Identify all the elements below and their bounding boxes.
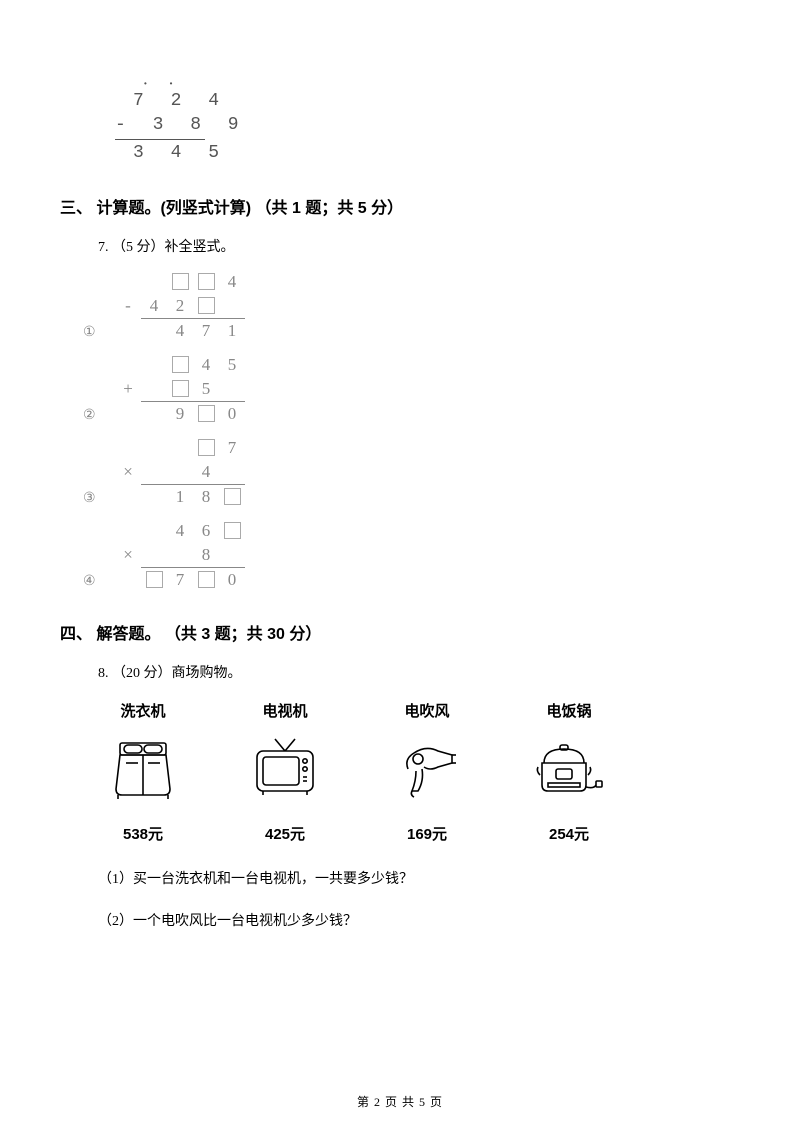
borrow-dots: • • bbox=[115, 80, 740, 90]
calc-demo: • • 7 2 4 - 3 8 9 3 4 5 bbox=[115, 80, 740, 166]
question-8-1: （1）买一台洗衣机和一台电视机，一共要多少钱？ bbox=[98, 868, 740, 888]
product-price: 169元 bbox=[382, 823, 472, 844]
calc-result: 3 4 5 bbox=[115, 142, 740, 165]
question-7: 7. （5 分）补全竖式。 bbox=[98, 236, 740, 256]
product-name: 电吹风 bbox=[382, 700, 472, 721]
problem-index: ③ bbox=[83, 490, 96, 507]
vertical-problem: ①4-42471 bbox=[115, 270, 740, 343]
washer-icon bbox=[98, 733, 188, 803]
product-price: 254元 bbox=[524, 823, 614, 844]
problem-index: ④ bbox=[83, 573, 96, 590]
question-8: 8. （20 分）商场购物。 bbox=[98, 662, 740, 682]
product-name: 洗衣机 bbox=[98, 700, 188, 721]
calc-rule bbox=[115, 139, 205, 140]
problem-index: ① bbox=[83, 324, 96, 341]
product-hairdryer: 电吹风 169元 bbox=[382, 700, 472, 844]
product-ricecooker: 电饭锅 254元 bbox=[524, 700, 614, 844]
calc-sub: - 3 8 9 bbox=[115, 114, 740, 137]
vertical-problems: ①4-42471 ②45+590 ③7×418 ④46×870 bbox=[60, 270, 740, 592]
hairdryer-icon bbox=[382, 733, 472, 803]
product-name: 电视机 bbox=[240, 700, 330, 721]
calc-top: 7 2 4 bbox=[115, 90, 740, 113]
product-tv: 电视机 425元 bbox=[240, 700, 330, 844]
vertical-problem: ④46×870 bbox=[115, 519, 740, 592]
page-footer: 第 2 页 共 5 页 bbox=[0, 1093, 800, 1110]
product-name: 电饭锅 bbox=[524, 700, 614, 721]
question-8-2: （2）一个电吹风比一台电视机少多少钱？ bbox=[98, 910, 740, 930]
vertical-problem: ②45+590 bbox=[115, 353, 740, 426]
tv-icon bbox=[240, 733, 330, 803]
product-washer: 洗衣机 538元 bbox=[98, 700, 188, 844]
product-price: 538元 bbox=[98, 823, 188, 844]
ricecooker-icon bbox=[524, 733, 614, 803]
problem-index: ② bbox=[83, 407, 96, 424]
section-4-title: 四、 解答题。 （共 3 题；共 30 分） bbox=[60, 620, 740, 644]
section-3-title: 三、 计算题。(列竖式计算) （共 1 题；共 5 分） bbox=[60, 194, 740, 218]
products-row: 洗衣机 538元 电视机 bbox=[98, 700, 740, 844]
vertical-problem: ③7×418 bbox=[115, 436, 740, 509]
product-price: 425元 bbox=[240, 823, 330, 844]
